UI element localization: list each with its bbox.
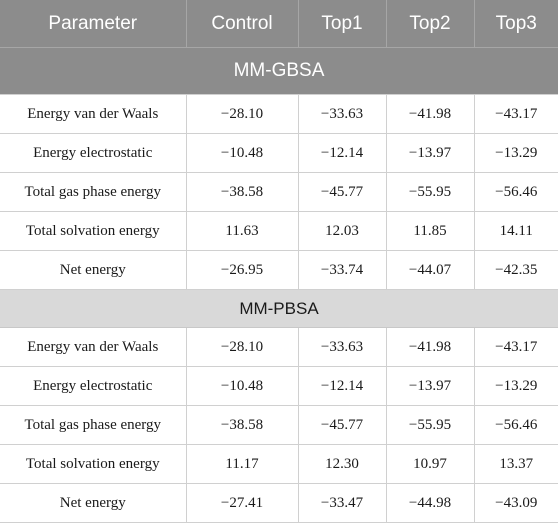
value-top1: −12.14 [297,366,387,406]
table-row: Energy van der Waals −28.10 −33.63 −41.9… [0,94,558,134]
row-label: Energy van der Waals [0,327,187,367]
value-control: −38.58 [185,172,299,212]
header-top3: Top3 [474,0,558,48]
row-label: Energy van der Waals [0,94,187,134]
value-control: 11.63 [185,211,299,251]
table-row: Energy electrostatic −10.48 −12.14 −13.9… [0,366,558,406]
value-top1: −33.47 [297,483,387,523]
value-top2: −55.95 [385,172,475,212]
value-top3: −13.29 [473,133,558,173]
value-top2: 10.97 [385,444,475,484]
value-top1: −45.77 [297,405,387,445]
value-control: −27.41 [185,483,299,523]
value-top3: −43.17 [473,94,558,134]
value-top3: −43.17 [473,327,558,367]
value-control: −26.95 [185,250,299,290]
value-top1: −33.74 [297,250,387,290]
value-top1: −33.63 [297,94,387,134]
header-top2: Top2 [386,0,475,48]
section-title: MM-GBSA [0,47,558,95]
value-top3: −13.29 [473,366,558,406]
header-row: Parameter Control Top1 Top2 Top3 [0,0,558,48]
value-top3: 13.37 [473,444,558,484]
row-label: Total solvation energy [0,444,187,484]
value-top1: −33.63 [297,327,387,367]
table-row: Net energy −27.41 −33.47 −44.98 −43.09 [0,483,558,523]
value-top2: −44.98 [385,483,475,523]
value-control: −10.48 [185,366,299,406]
section-header-mm-pbsa: MM-PBSA [0,289,558,328]
value-top1: 12.30 [297,444,387,484]
header-control: Control [186,0,299,48]
value-top2: −55.95 [385,405,475,445]
table-row: Energy van der Waals −28.10 −33.63 −41.9… [0,327,558,367]
row-label: Total gas phase energy [0,172,187,212]
value-top2: −41.98 [385,327,475,367]
value-top2: 11.85 [385,211,475,251]
section-header-mm-gbsa: MM-GBSA [0,47,558,95]
header-parameter: Parameter [0,0,187,48]
value-control: 11.17 [185,444,299,484]
value-top2: −44.07 [385,250,475,290]
row-label: Energy electrostatic [0,133,187,173]
table-row: Energy electrostatic −10.48 −12.14 −13.9… [0,133,558,173]
value-control: −28.10 [185,94,299,134]
value-top1: 12.03 [297,211,387,251]
section-title: MM-PBSA [0,289,558,328]
value-top2: −13.97 [385,133,475,173]
row-label: Energy electrostatic [0,366,187,406]
value-top3: 14.11 [473,211,558,251]
value-top1: −12.14 [297,133,387,173]
value-top3: −56.46 [473,172,558,212]
value-top3: −42.35 [473,250,558,290]
value-control: −10.48 [185,133,299,173]
table-row: Total gas phase energy −38.58 −45.77 −55… [0,172,558,212]
value-top3: −43.09 [473,483,558,523]
value-top1: −45.77 [297,172,387,212]
table-row: Total solvation energy 11.17 12.30 10.97… [0,444,558,484]
row-label: Total gas phase energy [0,405,187,445]
row-label: Net energy [0,250,187,290]
value-top2: −41.98 [385,94,475,134]
row-label: Total solvation energy [0,211,187,251]
table-row: Total solvation energy 11.63 12.03 11.85… [0,211,558,251]
value-control: −28.10 [185,327,299,367]
table-row: Net energy −26.95 −33.74 −44.07 −42.35 [0,250,558,290]
table-row: Total gas phase energy −38.58 −45.77 −55… [0,405,558,445]
value-control: −38.58 [185,405,299,445]
value-top2: −13.97 [385,366,475,406]
row-label: Net energy [0,483,187,523]
header-top1: Top1 [298,0,387,48]
value-top3: −56.46 [473,405,558,445]
